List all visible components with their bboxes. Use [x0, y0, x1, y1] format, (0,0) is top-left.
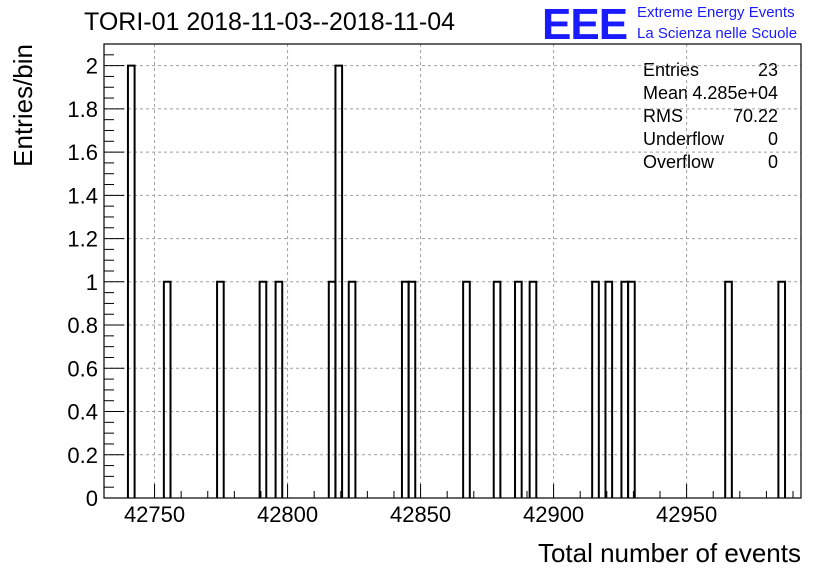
histogram-bin	[604, 280, 614, 498]
y-tick-label: 1.8	[67, 97, 98, 122]
y-tick-label: 0	[86, 486, 98, 511]
logo-subtitle-1: Extreme Energy Events	[637, 4, 795, 21]
grid-layer	[104, 44, 801, 498]
x-axis-label: Total number of events	[538, 538, 801, 568]
y-tick-label: 1.4	[67, 183, 98, 208]
stat-rms-value: 70.22	[732, 106, 778, 126]
stat-mean-value: 4.285e+04	[692, 83, 778, 103]
stat-mean-label: Mean	[643, 83, 689, 103]
stat-rms-label: RMS	[643, 106, 683, 126]
y-tick-label: 0.6	[67, 356, 98, 381]
stat-entries-value: 23	[757, 60, 778, 80]
stat-overflow-value: 0	[767, 152, 778, 172]
stat-entries-label: Entries	[643, 60, 700, 80]
y-tick-label: 2	[86, 54, 98, 79]
y-tick-label: 0.2	[67, 443, 98, 468]
y-tick-label: 0.8	[67, 313, 98, 338]
histogram-bin	[462, 280, 471, 498]
x-tick-label: 42850	[390, 502, 451, 527]
y-axis-label: Entries/bin	[8, 44, 38, 167]
y-tick-label: 1	[86, 270, 98, 295]
histogram-bin	[591, 280, 600, 498]
histogram-bin	[258, 280, 268, 498]
histogram-bin	[216, 280, 225, 498]
histogram-bin	[492, 280, 502, 498]
histogram-bars	[126, 64, 787, 498]
stat-underflow-label: Underflow	[643, 129, 725, 149]
histogram-bin	[514, 280, 523, 498]
histogram-bin	[162, 280, 172, 498]
stat-overflow-label: Overflow	[643, 152, 715, 172]
x-tick-label: 42900	[523, 502, 584, 527]
histogram-bin	[274, 280, 284, 498]
eee-logo: EEE	[542, 0, 628, 49]
stat-underflow-value: 0	[767, 129, 778, 149]
histogram-bin	[334, 64, 344, 498]
histogram-bin	[777, 280, 787, 498]
histogram-bin	[407, 280, 417, 498]
histogram-bin	[627, 280, 636, 498]
y-tick-label: 1.6	[67, 140, 98, 165]
plot-title: TORI-01 2018-11-03--2018-11-04	[84, 8, 456, 36]
histogram-bin	[126, 64, 136, 498]
histogram-bin	[528, 280, 538, 498]
histogram-bin	[347, 280, 357, 498]
x-tick-label: 42950	[656, 502, 717, 527]
x-tick-label: 42800	[257, 502, 318, 527]
y-tick-label: 1.2	[67, 227, 98, 252]
logo-subtitle-2: La Scienza nelle Scuole	[637, 25, 798, 42]
histogram-bin	[724, 280, 733, 498]
axes-layer: 42750 42800 42850 42900 42950 0 0.2 0.4 0.6 0.8 1 1…	[67, 54, 794, 527]
y-tick-label: 0.4	[67, 400, 98, 425]
x-tick-label: 42750	[124, 502, 185, 527]
plot-frame	[103, 43, 802, 499]
